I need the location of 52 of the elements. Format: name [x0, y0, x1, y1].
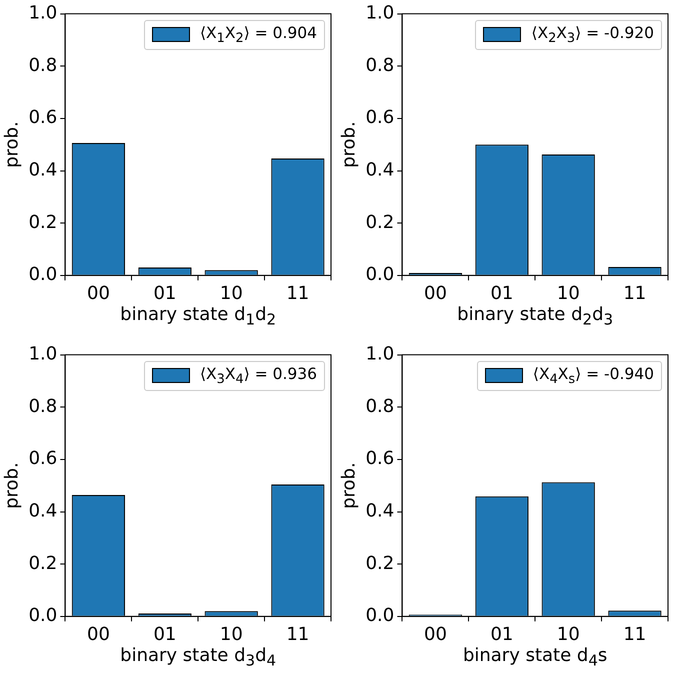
y-tick-label: 0.4 [366, 500, 394, 522]
legend-label: ⟨X$_{3}$X$_{4}$⟩ = 0.936 [200, 364, 317, 387]
x-tick-label: 00 [424, 624, 447, 645]
legend-label: ⟨X$_{1}$X$_{2}$⟩ = 0.904 [200, 24, 317, 46]
y-tick-label: 0.6 [28, 448, 58, 470]
y-tick-label: 0.8 [28, 396, 58, 417]
y-tick-label: 1.0 [28, 2, 58, 24]
legend-label: ⟨X$_{2}$X$_{3}$⟩ = -0.920 [531, 24, 654, 46]
y-tick-label: 0.0 [28, 264, 58, 286]
y-tick-label: 0.4 [366, 159, 394, 180]
y-tick-label: 0.2 [366, 552, 394, 574]
y-tick-label: 1.0 [366, 2, 394, 24]
y-axis-title: prob. [1, 462, 22, 509]
y-tick-label: 0.2 [28, 552, 58, 574]
y-tick-label: 0.4 [28, 159, 58, 180]
x-tick-label: 10 [556, 624, 580, 645]
x-axis-title: binary state d$_{3}$d$_{4}$ [119, 645, 278, 670]
y-tick-label: 0.0 [28, 605, 58, 626]
y-tick-label: 0.8 [28, 54, 58, 76]
x-axis-title: binary state d$_{2}$d$_{3}$ [456, 304, 614, 329]
y-tick-label: 0.8 [366, 54, 394, 76]
y-tick-label: 1.0 [28, 343, 58, 364]
y-axis-title: prob. [338, 462, 360, 509]
y-tick-label: 0.4 [28, 500, 58, 522]
x-tick-label: 11 [623, 282, 646, 304]
y-tick-label: 0.6 [366, 107, 394, 128]
x-tick-label: 00 [86, 624, 110, 645]
x-tick-label: 11 [623, 624, 646, 645]
x-tick-label: 01 [490, 282, 514, 304]
x-tick-label: 01 [153, 282, 176, 304]
x-tick-label: 00 [424, 282, 447, 304]
y-tick-label: 0.2 [28, 212, 58, 233]
x-axis-title: binary state d$_{1}$d$_{2}$ [119, 304, 278, 329]
x-tick-label: 11 [286, 624, 310, 645]
y-tick-label: 0.0 [366, 605, 394, 626]
y-tick-label: 0.6 [28, 107, 58, 128]
x-tick-label: 10 [556, 282, 580, 304]
y-tick-label: 0.6 [366, 448, 394, 470]
x-axis-title: binary state d$_{4}$s [462, 645, 608, 670]
y-axis-title: prob. [338, 121, 360, 168]
y-tick-label: 0.2 [366, 212, 394, 233]
x-tick-label: 01 [490, 624, 514, 645]
y-tick-label: 0.0 [366, 264, 394, 286]
x-tick-label: 10 [220, 624, 243, 645]
y-tick-label: 1.0 [366, 343, 394, 364]
x-tick-label: 01 [153, 624, 176, 645]
x-tick-label: 00 [86, 282, 110, 304]
x-tick-label: 11 [286, 282, 310, 304]
x-tick-label: 10 [220, 282, 243, 304]
legend-label: ⟨X$_{4}$X$_{s}$⟩ = -0.940 [532, 364, 654, 387]
y-tick-label: 0.8 [366, 396, 394, 417]
y-axis-title: prob. [1, 121, 22, 168]
